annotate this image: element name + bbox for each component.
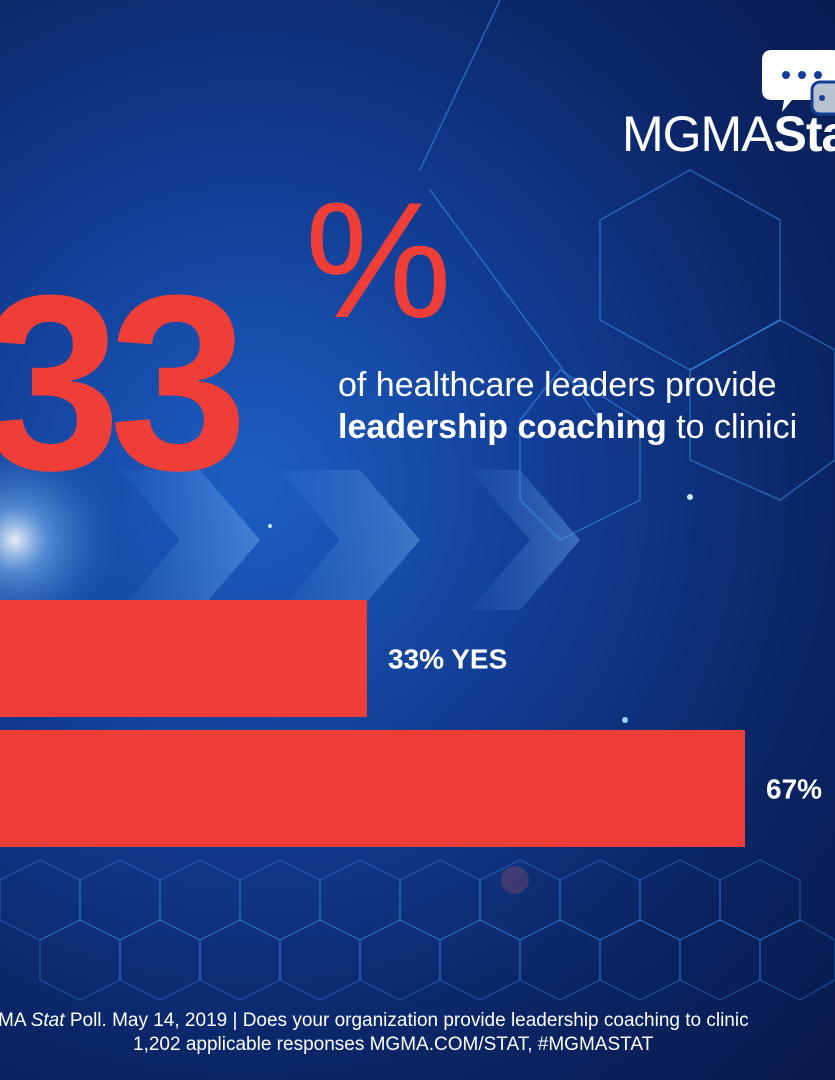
- headline-stat-number: 33: [0, 243, 248, 522]
- chevron-shape: [120, 470, 260, 610]
- mgma-stat-logo: MGMAStat: [622, 50, 835, 162]
- speech-bubble-icon: [762, 50, 835, 116]
- footer-source-line: MA Stat Poll. May 14, 2019 | Does your o…: [0, 1010, 749, 1031]
- headline-stat-percent: %: [305, 168, 452, 352]
- hexagon-grid: [0, 859, 835, 1001]
- bar-no: [0, 730, 745, 847]
- headline-line-2-rest: to clinici: [666, 408, 798, 446]
- chevron-shape: [280, 470, 420, 610]
- bar-label-yes: 33% YES: [388, 644, 507, 675]
- sparkle: [501, 866, 529, 894]
- bar-yes: [0, 600, 367, 717]
- headline-line-2: leadership coaching to clinici: [338, 408, 797, 447]
- headline-emphasis: leadership coaching: [338, 408, 667, 446]
- footer-responses-line: 1,202 applicable responses MGMA.COM/STAT…: [133, 1034, 654, 1055]
- hexagon-lines: [419, 0, 835, 541]
- light-glow: [0, 430, 125, 650]
- chevron-shape: [470, 470, 580, 610]
- bar-chart: 33% YES 67%: [0, 600, 822, 847]
- headline-line-1: of healthcare leaders provide: [338, 366, 777, 404]
- bar-label-no: 67%: [766, 774, 822, 805]
- sparkle: [622, 717, 628, 723]
- footer-stat-italic: Stat: [30, 1010, 65, 1031]
- sparkle: [268, 524, 272, 528]
- sparkle: [687, 494, 693, 500]
- logo-wordmark: MGMAStat: [622, 106, 835, 162]
